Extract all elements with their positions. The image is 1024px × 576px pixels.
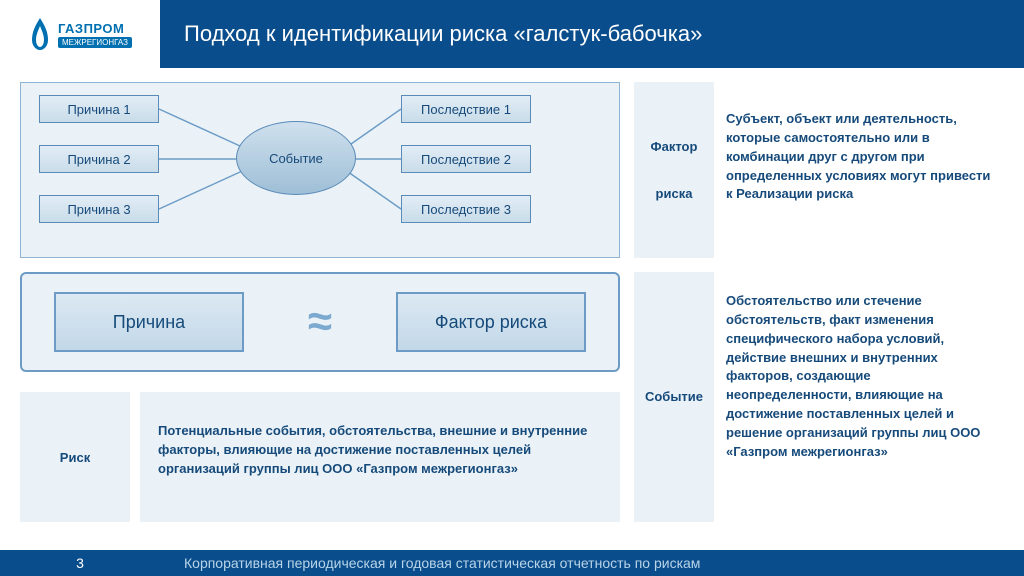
risk-definition: Потенциальные события, обстоятельства, в…	[140, 392, 620, 522]
factor-label: Факторриска	[634, 82, 714, 258]
page-number: 3	[0, 555, 160, 571]
header: ГАЗПРОМ МЕЖРЕГИОНГАЗ Подход к идентифика…	[0, 0, 1024, 68]
logo-main: ГАЗПРОМ	[58, 21, 132, 36]
consequence-box: Последствие 3	[401, 195, 531, 223]
page-title: Подход к идентификации риска «галстук-ба…	[184, 21, 702, 47]
risk-label: Риск	[20, 392, 130, 522]
logo: ГАЗПРОМ МЕЖРЕГИОНГАЗ	[0, 0, 160, 68]
consequence-box: Последствие 2	[401, 145, 531, 173]
cause-box: Причина 3	[39, 195, 159, 223]
cause-box: Причина 2	[39, 145, 159, 173]
consequence-box: Последствие 1	[401, 95, 531, 123]
logo-sub: МЕЖРЕГИОНГАЗ	[58, 37, 132, 48]
event-label: Событие	[634, 272, 714, 522]
event-definition: Обстоятельство или стечение обстоятельст…	[726, 292, 1006, 462]
factor-big-box: Фактор риска	[396, 292, 586, 352]
cause-box: Причина 1	[39, 95, 159, 123]
cause-big-box: Причина	[54, 292, 244, 352]
factor-definition: Субъект, объект или деятельность, которы…	[726, 110, 1006, 204]
footer: 3 Корпоративная периодическая и годовая …	[0, 550, 1024, 576]
approx-symbol: ≈	[308, 297, 332, 347]
footer-text: Корпоративная периодическая и годовая ст…	[184, 555, 700, 571]
event-node: Событие	[236, 121, 356, 195]
equivalence-panel: Причина ≈ Фактор риска	[20, 272, 620, 372]
bowtie-diagram: Причина 1 Причина 2 Причина 3 Событие По…	[20, 82, 620, 258]
content: Причина 1 Причина 2 Причина 3 Событие По…	[0, 68, 1024, 550]
flame-icon	[28, 18, 52, 50]
